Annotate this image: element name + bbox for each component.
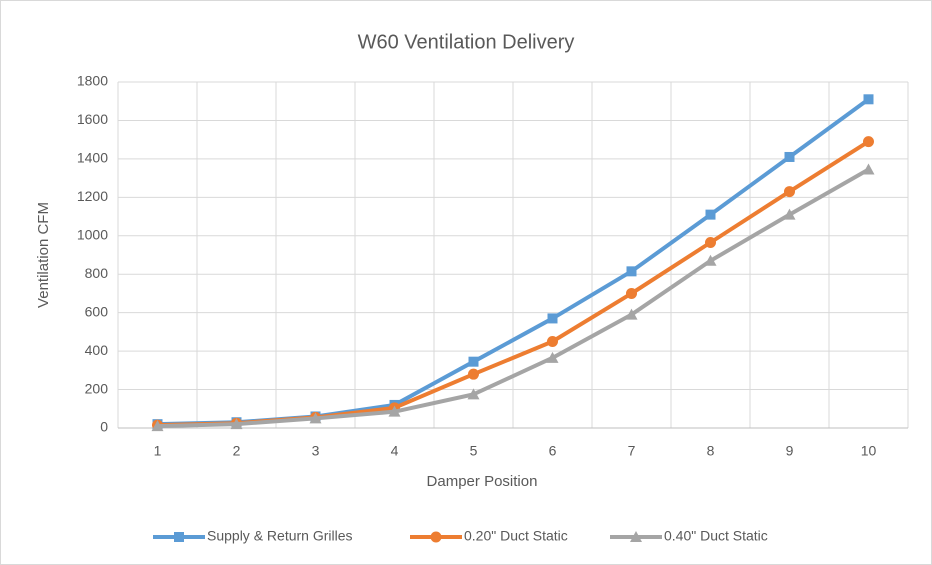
x-tick-label: 9 (786, 443, 794, 459)
x-tick-label: 4 (391, 443, 399, 459)
x-tick-label: 7 (628, 443, 636, 459)
x-tick-label: 10 (861, 443, 877, 459)
marker (467, 388, 480, 400)
marker (705, 209, 716, 220)
marker (863, 136, 874, 148)
marker (174, 532, 184, 542)
marker (784, 151, 795, 162)
series-line (157, 167, 870, 429)
marker (546, 351, 559, 363)
y-tick-label: 1200 (77, 188, 108, 204)
marker (625, 308, 638, 320)
y-tick-label: 600 (85, 303, 109, 319)
marker (388, 405, 401, 417)
y-tick-label: 400 (85, 342, 109, 358)
legend-label: 0.40" Duct Static (664, 528, 768, 544)
x-tick-label: 8 (707, 443, 715, 459)
x-axis-label: Damper Position (427, 473, 538, 490)
y-tick-label: 1000 (77, 226, 108, 242)
marker (547, 313, 558, 324)
marker (468, 356, 479, 367)
chart-title: W60 Ventilation Delivery (358, 31, 575, 53)
marker (704, 254, 717, 266)
y-axis-label: Ventilation CFM (35, 202, 52, 308)
marker (468, 368, 479, 380)
legend-label: Supply & Return Grilles (207, 528, 353, 544)
marker (783, 208, 796, 220)
y-tick-label: 800 (85, 265, 109, 281)
y-tick-label: 200 (85, 380, 109, 396)
marker (626, 287, 637, 299)
marker (230, 418, 243, 430)
y-tick-label: 0 (100, 419, 108, 435)
marker (784, 186, 795, 198)
marker (309, 412, 322, 424)
x-tick-label: 6 (549, 443, 557, 459)
legend-label: 0.20" Duct Static (464, 528, 568, 544)
x-tick-label: 3 (312, 443, 320, 459)
x-tick-label: 2 (233, 443, 241, 459)
marker (863, 94, 874, 105)
marker (430, 531, 442, 543)
y-tick-label: 1600 (77, 111, 108, 127)
marker (630, 531, 642, 542)
y-tick-label: 1400 (77, 150, 108, 166)
marker (862, 163, 875, 175)
marker (151, 420, 164, 432)
x-tick-label: 1 (154, 443, 162, 459)
marker (626, 266, 637, 277)
marker (547, 336, 558, 347)
x-tick-label: 5 (470, 443, 478, 459)
marker (705, 237, 716, 249)
y-tick-label: 1800 (77, 73, 108, 89)
